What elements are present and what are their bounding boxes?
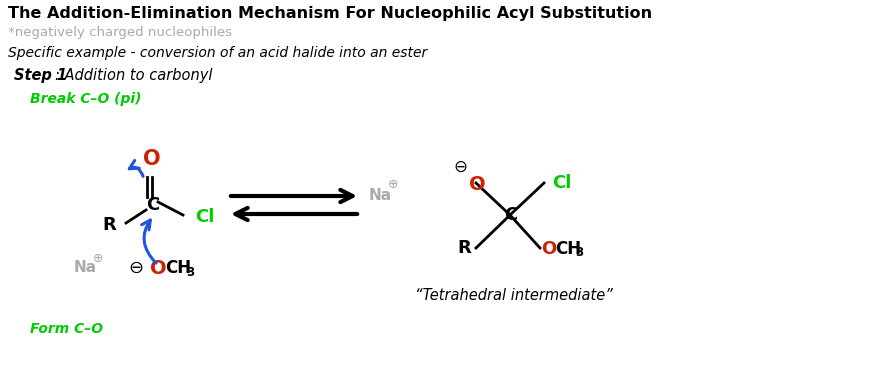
Text: O: O [541,240,556,258]
Text: O: O [143,149,160,169]
Text: Break C–O (pi): Break C–O (pi) [30,92,141,106]
Text: *negatively charged nucleophiles: *negatively charged nucleophiles [8,26,232,39]
Text: ⊕: ⊕ [92,252,103,265]
Text: ⊖: ⊖ [128,259,144,277]
FancyArrowPatch shape [129,161,143,176]
Text: Cl: Cl [552,174,571,192]
Text: The Addition-Elimination Mechanism For Nucleophilic Acyl Substitution: The Addition-Elimination Mechanism For N… [8,6,652,21]
Text: Na: Na [73,260,97,275]
Text: Cl: Cl [195,208,215,226]
Text: Na: Na [369,189,392,204]
Text: ⊕: ⊕ [388,179,399,192]
Text: Specific example - conversion of an acid halide into an ester: Specific example - conversion of an acid… [8,46,427,60]
Text: CH: CH [165,259,191,277]
Text: O: O [150,258,167,278]
Text: R: R [457,239,471,257]
Text: 3: 3 [186,266,194,280]
Text: 3: 3 [575,247,583,260]
FancyArrowPatch shape [141,220,156,263]
Text: Step 1: Step 1 [14,68,67,83]
Text: C: C [146,196,160,214]
Text: O: O [468,174,486,194]
Text: ⊖: ⊖ [453,158,467,176]
Text: : Addition to carbonyl: : Addition to carbonyl [55,68,213,83]
Text: Form C–O: Form C–O [30,322,103,336]
Text: “Tetrahedral intermediate”: “Tetrahedral intermediate” [415,288,613,303]
Text: R: R [102,216,116,234]
Text: C: C [504,206,518,224]
Text: CH: CH [555,240,581,258]
